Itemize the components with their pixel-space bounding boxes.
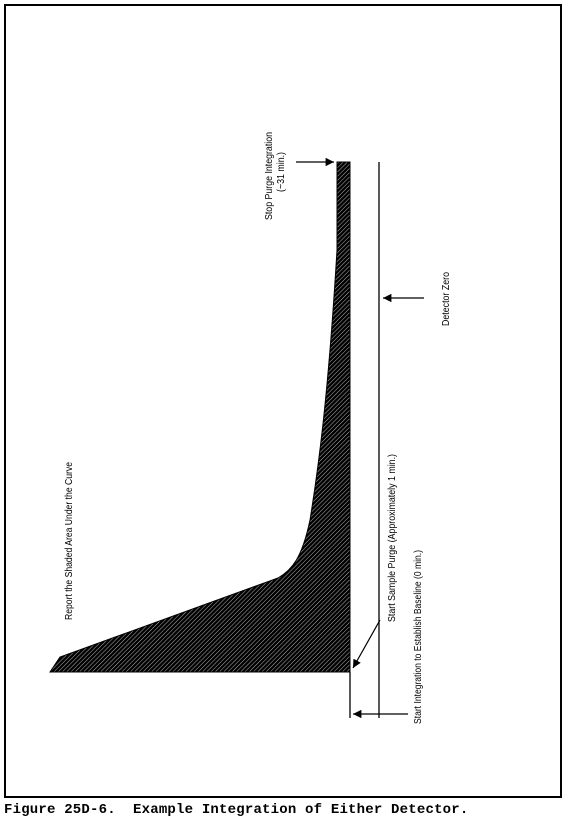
start-integration-label: Start Integration to Establish Baseline … — [413, 550, 424, 724]
sample-purge-arrow — [352, 619, 381, 669]
stop-purge-time-label: (~31 min.) — [276, 152, 287, 192]
shaded-area — [49, 161, 351, 673]
report-area-label: Report the Shaded Area Under the Curve — [64, 462, 75, 620]
figure-frame — [4, 4, 562, 798]
figure-caption: Figure 25D-6. Example Integration of Eit… — [4, 802, 469, 818]
start-sample-purge-label: Start Sample Purge (Approximately 1 min.… — [387, 454, 398, 622]
stop-purge-label: Stop Purge Integration — [264, 132, 275, 220]
detector-zero-label: Detector Zero — [441, 272, 452, 326]
